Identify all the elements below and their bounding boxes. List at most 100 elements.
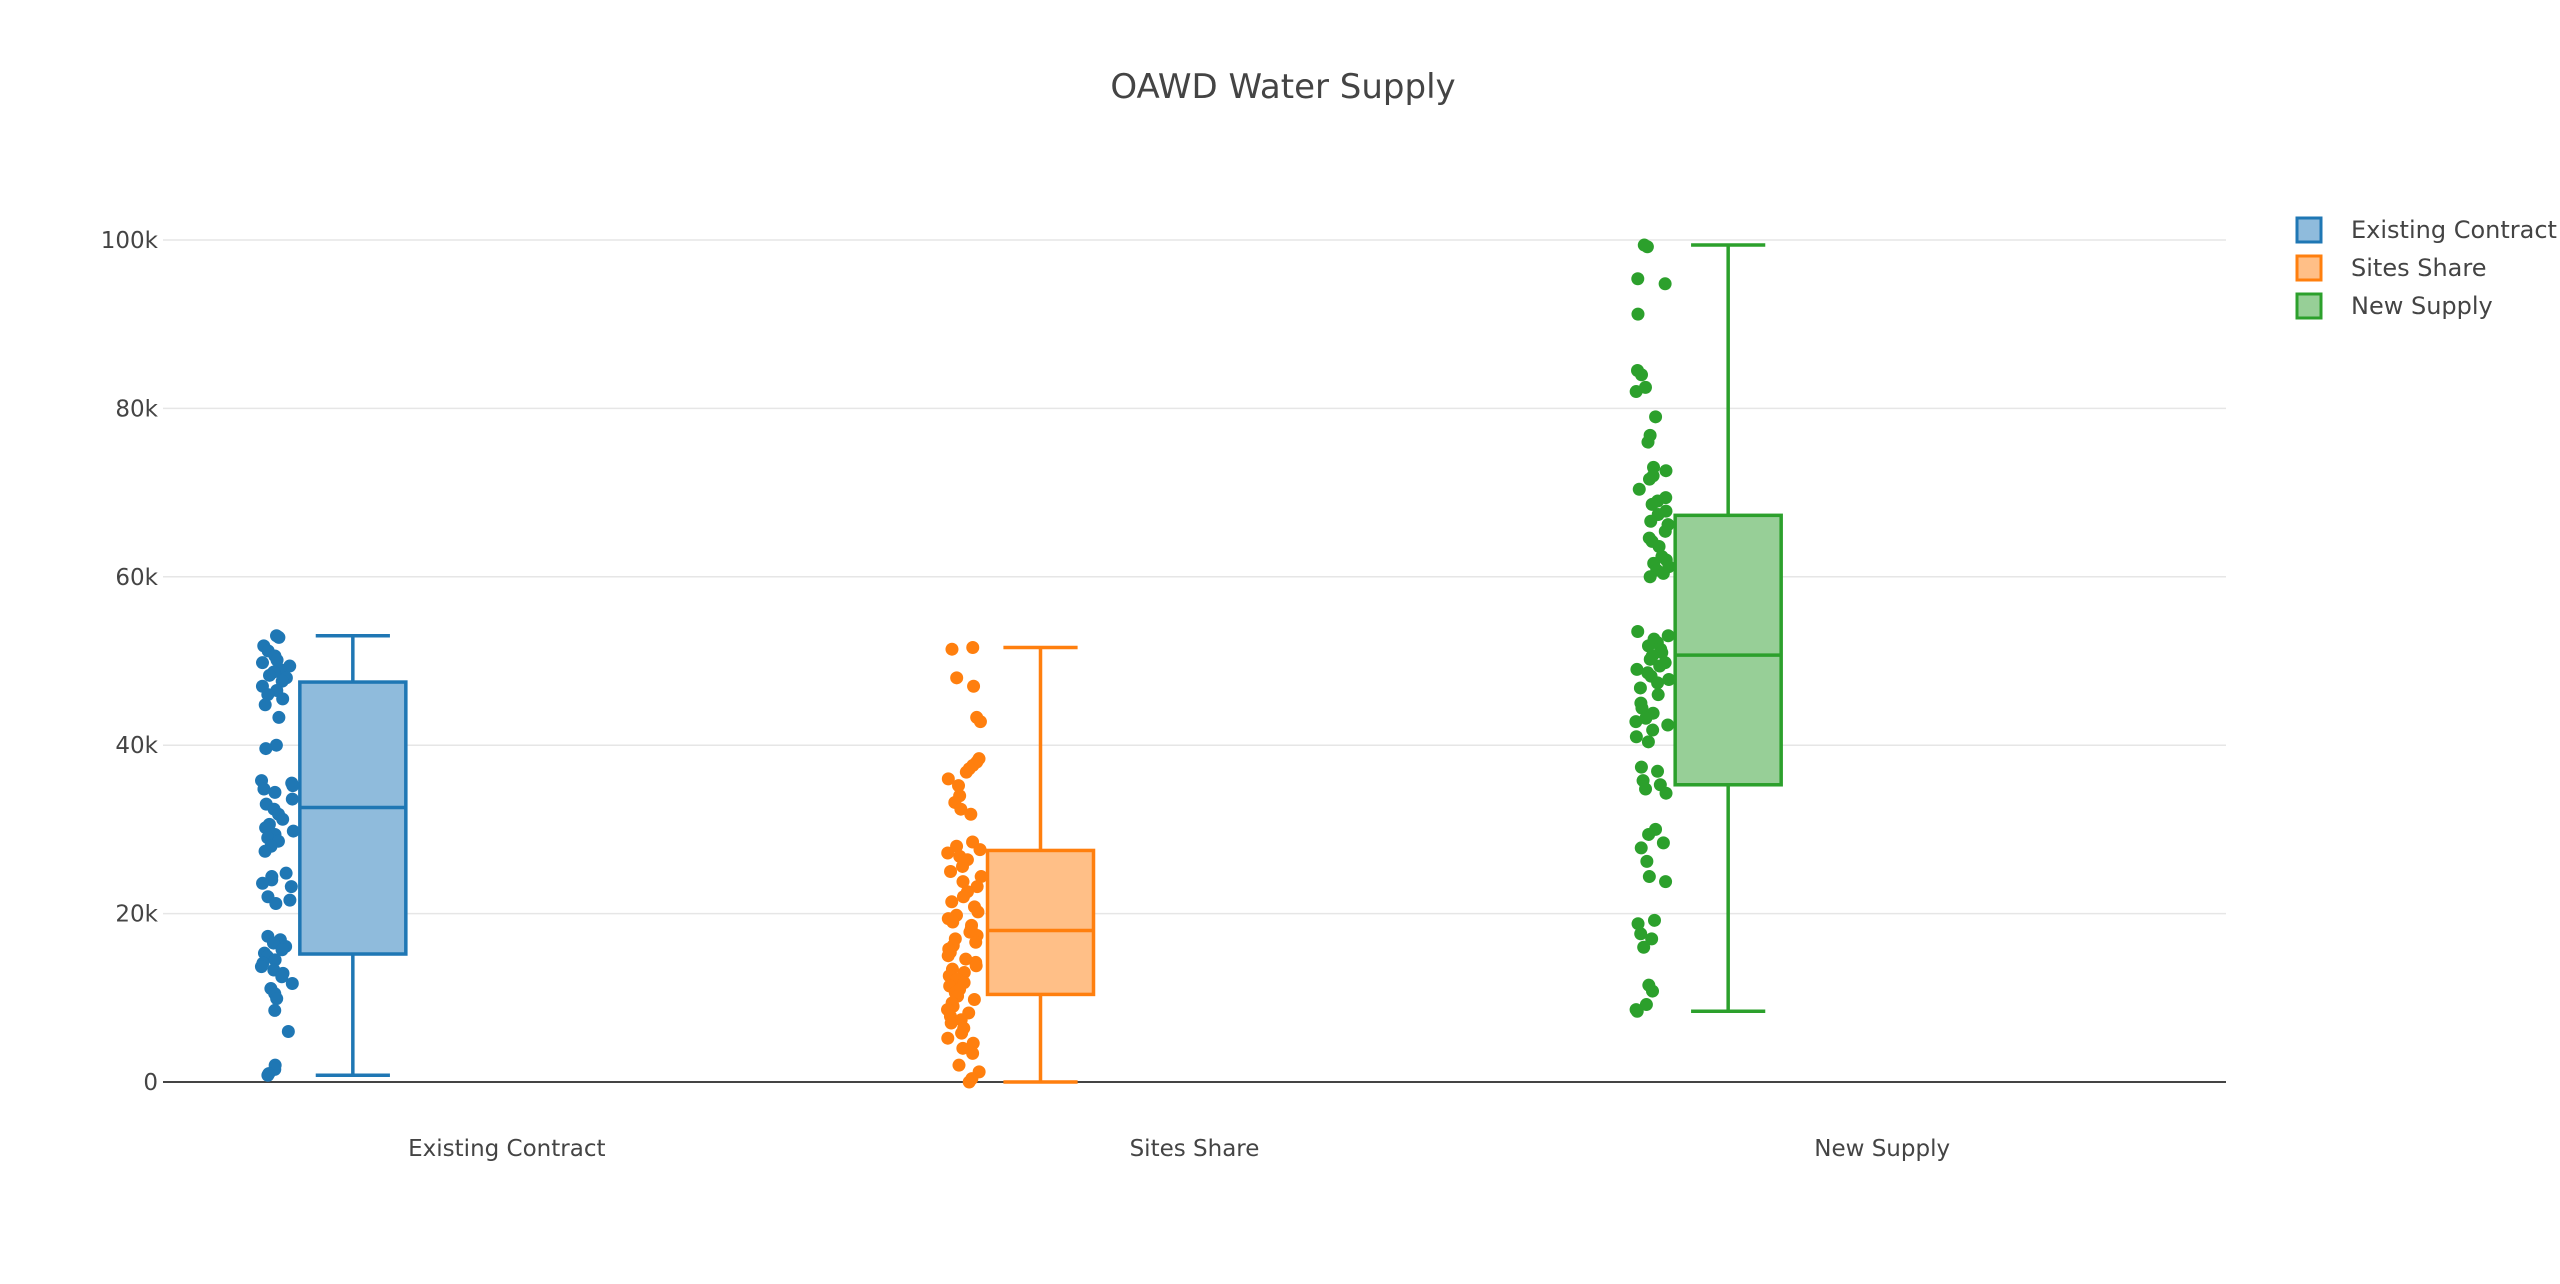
data-point bbox=[1641, 435, 1655, 449]
data-point bbox=[275, 970, 289, 984]
data-point bbox=[1651, 764, 1665, 778]
data-point bbox=[959, 765, 973, 779]
plot-area bbox=[254, 238, 1783, 1089]
data-point bbox=[946, 915, 960, 929]
data-point bbox=[256, 876, 270, 890]
data-point bbox=[956, 875, 970, 889]
data-point bbox=[945, 642, 959, 656]
data-point bbox=[279, 866, 293, 880]
data-point bbox=[1656, 836, 1670, 850]
data-point bbox=[1658, 277, 1672, 291]
data-point bbox=[973, 715, 987, 729]
data-point bbox=[973, 843, 987, 857]
data-point bbox=[285, 792, 299, 806]
data-point bbox=[258, 844, 272, 858]
data-point bbox=[1647, 913, 1661, 927]
data-point bbox=[1630, 1004, 1644, 1018]
data-point bbox=[969, 935, 983, 949]
data-point bbox=[941, 772, 955, 786]
data-point bbox=[941, 846, 955, 860]
data-point bbox=[268, 953, 282, 967]
legend-swatch bbox=[2295, 254, 2323, 282]
data-point bbox=[966, 1036, 980, 1050]
data-point bbox=[1642, 472, 1656, 486]
data-point bbox=[1649, 410, 1663, 424]
data-point bbox=[1653, 659, 1667, 673]
y-tick-label: 40k bbox=[115, 733, 158, 759]
data-point bbox=[971, 905, 985, 919]
data-point bbox=[258, 698, 272, 712]
data-point bbox=[269, 896, 283, 910]
data-point bbox=[261, 1068, 275, 1082]
data-point bbox=[1629, 715, 1643, 729]
data-point bbox=[944, 865, 958, 878]
data-point bbox=[257, 782, 271, 796]
data-point bbox=[945, 895, 959, 909]
data-point bbox=[276, 812, 290, 826]
iqr-box bbox=[1673, 513, 1783, 787]
data-point bbox=[966, 641, 980, 655]
data-point bbox=[944, 1016, 958, 1030]
data-point bbox=[1661, 718, 1675, 732]
data-point bbox=[1656, 566, 1670, 580]
axes: 0 20k 40k 60k 80k 100k Existing Contract Sites … bbox=[101, 228, 2226, 1162]
data-point bbox=[1642, 827, 1656, 841]
y-tick-label: 80k bbox=[115, 396, 158, 422]
data-point bbox=[1634, 927, 1648, 941]
data-point bbox=[1637, 940, 1651, 954]
x-tick-label: Existing Contract bbox=[408, 1136, 605, 1162]
data-point bbox=[941, 1031, 955, 1045]
data-point bbox=[970, 880, 984, 894]
data-point bbox=[1659, 875, 1673, 889]
data-point bbox=[1635, 368, 1649, 382]
data-point bbox=[1630, 662, 1644, 676]
data-point bbox=[952, 1058, 966, 1072]
chart-title: OAWD Water Supply bbox=[1110, 67, 1455, 107]
data-point bbox=[285, 976, 299, 990]
data-point bbox=[1659, 464, 1673, 478]
data-point bbox=[955, 859, 969, 873]
data-point bbox=[1641, 735, 1655, 749]
data-point bbox=[956, 890, 970, 904]
legend-item-new-supply[interactable]: New Supply bbox=[2295, 292, 2493, 320]
data-point bbox=[281, 1024, 295, 1038]
legend-label: Existing Contract bbox=[2351, 216, 2557, 244]
data-point bbox=[259, 821, 273, 835]
iqr-box bbox=[298, 680, 408, 956]
data-point bbox=[1639, 782, 1653, 796]
data-point bbox=[283, 893, 297, 907]
data-point bbox=[1658, 524, 1672, 538]
data-point bbox=[950, 839, 964, 853]
x-tick-label: Sites Share bbox=[1130, 1136, 1260, 1162]
data-point bbox=[268, 1003, 282, 1017]
data-point bbox=[1644, 514, 1658, 528]
data-point bbox=[1633, 681, 1647, 695]
data-point bbox=[964, 807, 978, 821]
data-point bbox=[962, 1075, 976, 1089]
data-point bbox=[283, 659, 297, 673]
data-point bbox=[1641, 639, 1655, 653]
legend-label: Sites Share bbox=[2351, 254, 2486, 282]
data-point bbox=[1659, 786, 1673, 800]
data-point bbox=[967, 992, 981, 1006]
data-point bbox=[1634, 841, 1648, 855]
data-point bbox=[269, 738, 283, 752]
legend-item-sites-share[interactable]: Sites Share bbox=[2295, 254, 2486, 282]
data-point bbox=[286, 824, 300, 838]
data-point bbox=[263, 668, 277, 682]
data-point bbox=[1639, 711, 1653, 725]
data-point bbox=[1629, 730, 1643, 744]
data-point bbox=[276, 692, 290, 706]
legend-item-existing-contract[interactable]: Existing Contract bbox=[2295, 216, 2557, 244]
data-point bbox=[1639, 998, 1653, 1012]
data-point bbox=[941, 949, 955, 963]
legend-swatch bbox=[2295, 292, 2323, 320]
legend[interactable]: Existing Contract Sites Share New Supply bbox=[2295, 216, 2557, 320]
data-point bbox=[955, 1026, 969, 1040]
data-point bbox=[1640, 854, 1654, 868]
data-point bbox=[974, 870, 988, 884]
data-point bbox=[286, 779, 300, 793]
series-existing-contract bbox=[254, 629, 408, 1082]
data-point bbox=[1645, 497, 1659, 511]
